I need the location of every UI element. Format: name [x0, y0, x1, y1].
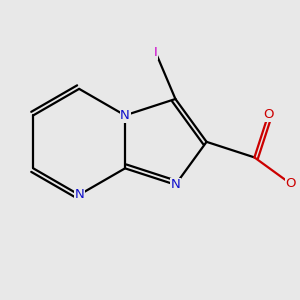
Text: O: O [263, 108, 274, 121]
Text: N: N [170, 178, 180, 191]
Text: I: I [154, 46, 158, 59]
Text: O: O [286, 177, 296, 190]
Text: N: N [120, 109, 130, 122]
Text: N: N [74, 188, 84, 201]
